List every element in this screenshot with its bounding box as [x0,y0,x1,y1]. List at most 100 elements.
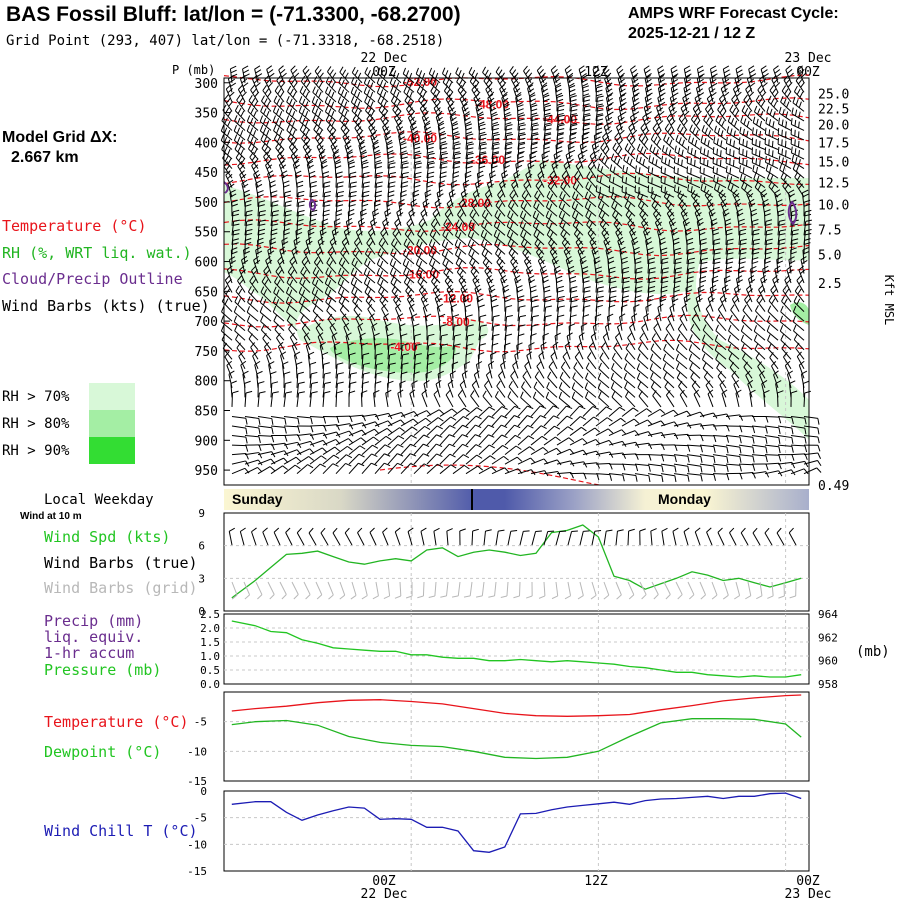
xsec-wind-barb-flag [385,129,391,135]
xsec-wind-barb-flag [432,208,438,215]
xsec-wind-barb [335,364,338,379]
xsec-wind-barb [491,154,494,169]
xsec-wind-barb [490,164,493,179]
xsec-wind-barb-flag [360,155,368,160]
xsec-wind-barb-flag [373,332,380,337]
xsec-wind-barb-flag [422,82,426,89]
xsec-wind-barb [400,345,403,360]
xsec-wind-barb-flag [386,428,393,433]
xsec-wind-barb-flag [632,407,639,412]
xsec-wind-barb [430,90,441,103]
xsec-wind-barb [803,415,818,419]
xsec-wind-barb [618,88,623,102]
xsec-wind-barb-flag [543,289,551,293]
xsec-wind-barb [343,326,350,341]
xsec-wind-barb [473,98,480,112]
xsec-wind-barb [455,224,467,236]
xsec-wind-barb [673,269,677,284]
xsec-wind-barb [312,91,324,103]
xsec-wind-barb-flag [453,137,460,140]
xsec-wind-barb-flag [765,164,769,171]
cross-section-panel: -52.00-48.00-44.00-40.00-36.00-32.00-28.… [195,65,896,494]
xsec-wind-barb [283,434,299,437]
xsec-wind-barb-flag [314,65,320,72]
xsec-wind-barb-flag [617,112,624,118]
xsec-wind-barb-flag [723,65,730,70]
xsec-wind-barb-flag [667,313,673,319]
xsec-wind-barb-flag [600,342,606,348]
xsec-wind-barb [482,395,493,408]
xsec-wind-barb-flag [501,93,508,99]
xsec-wind-barb-flag [793,295,798,302]
xsec-wind-barb-flag [467,152,474,156]
xsec-wind-barb [759,374,766,389]
xsec-wind-barb-flag [570,113,577,116]
xsec-wind-barb-flag [598,391,602,398]
xsec-wind-barb [324,283,337,293]
xsec-wind-barb-flag [289,127,293,134]
xsec-wind-barb-flag [555,159,562,164]
xsec-wind-barb-flag [441,248,446,256]
xsec-wind-barb [584,388,597,398]
xsec-wind-barb-flag [280,148,285,155]
xsec-wind-barb-flag [709,110,715,117]
xsec-wind-barb [705,385,714,398]
xsec-wind-barb-flag [612,209,616,216]
xsec-wind-barb-flag [252,351,258,357]
xsec-wind-barb-flag [441,156,448,160]
xsec-wind-barb [691,385,701,398]
xsec-wind-barb-flag [578,65,585,70]
xsec-wind-barb-flag [782,166,786,173]
xsec-wind-barb-flag [419,88,424,95]
xsec-wind-barb-flag [643,313,650,318]
xsec-wind-barb [650,196,662,208]
xsec-wind-barb-flag [655,212,660,218]
xsec-wind-barb [387,354,391,369]
xsec-wind-barb-flag [481,209,486,216]
xsec-wind-barb [791,113,805,122]
xsec-wind-barb-flag [671,231,678,236]
xsec-wind-barb-flag [647,298,654,303]
xsec-wind-barb-flag [767,95,772,102]
xsec-wind-barb [777,415,792,419]
xsec-wind-barb [619,316,623,331]
xsec-wind-barb [340,252,350,265]
xsec-wind-barb-flag [749,389,756,394]
xsec-wind-barb-flag [752,116,756,123]
xsec-wind-barb [230,249,233,264]
xsec-wind-barb-flag [645,78,652,83]
xsec-wind-barb-flag [387,150,394,154]
xsec-wind-barb-flag [726,228,733,232]
xsec-wind-barb-flag [300,75,306,82]
xsec-wind-barb-flag [388,185,396,188]
xsec-wind-barb [469,262,480,274]
xsec-wind-barb-flag [793,333,798,340]
xsec-wind-barb-flag [291,145,296,151]
xsec-wind-barb-flag [784,88,789,95]
xsec-wind-barb-flag [490,107,497,112]
xsec-wind-barb-flag [278,341,284,347]
xsec-wind-barb-flag [473,202,478,209]
xsec-wind-barb [719,298,727,312]
xsec-wind-barb-flag [742,158,744,165]
xsec-wind-barb-flag [295,174,302,179]
xsec-wind-barb-flag [623,280,630,284]
xsec-wind-barb-flag [376,362,383,365]
xsec-wind-barb-flag [220,315,224,322]
xsec-wind-barb-flag [392,70,397,77]
xsec-wind-barb-flag [683,217,689,223]
xsec-wind-barb-flag [458,199,464,205]
xsec-wind-barb-flag [544,133,552,137]
xsec-wind-barb-flag [565,151,572,156]
xsec-wind-barb-flag [551,250,557,256]
xsec-wind-barb-flag [571,114,578,118]
xsec-wind-barb [448,297,454,312]
xsec-wind-barb-flag [454,162,461,165]
xsec-wind-barb-flag [266,78,272,84]
xsec-wind-barb [429,263,441,274]
xsec-wind-barb [441,245,454,255]
xsec-wind-barb-flag [475,103,482,108]
xsec-wind-barb-flag [662,353,667,361]
xsec-wind-barb-flag [336,171,343,175]
xsec-wind-barb-flag [595,270,603,274]
